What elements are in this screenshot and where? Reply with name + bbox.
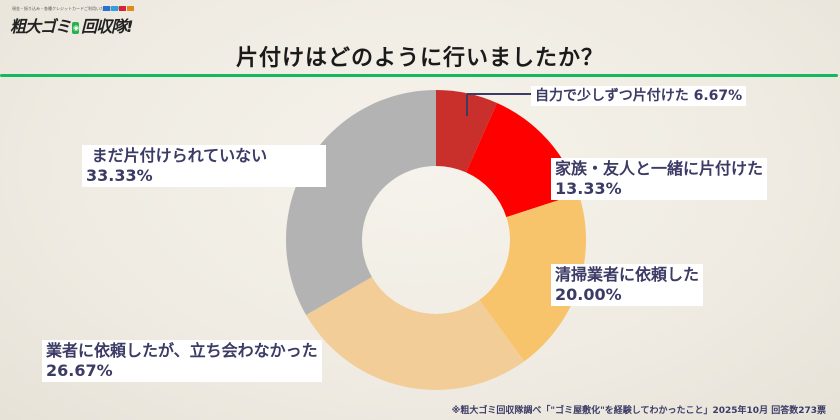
title-divider [0,74,838,77]
payment-badge-icon [103,6,110,11]
slice-self [436,90,498,173]
payment-badge-icon [111,6,118,11]
logo-wordmark: 粗大ゴミ ◉ 回収隊! [10,13,133,37]
slice-label-family: 家族・友人と一緒に片付けた 13.33% [551,158,768,200]
payment-badge-icon [119,6,126,11]
slice-label-value: 20.00% [555,285,622,304]
slice-label-name: 家族・友人と一緒に片付けた [555,159,764,178]
slice-label-company-no-attend: 業者に依頼したが、立ち会わなかった 26.67% [42,340,322,382]
slice-label-not-yet: まだ片付けられていない 33.33% [82,145,326,187]
slice-label-name: まだ片付けられていない [86,146,268,165]
slice-company-no-attend [306,276,525,390]
source-note: ※粗大ゴミ回収隊調べ「"ゴミ屋敷化"を経験してわかったこと」2025年10月 回… [451,406,826,416]
slice-label-value: 26.67% [46,361,113,380]
logo-brand-tail: 回収隊! [81,17,133,36]
slice-label-self: 自力で少しずつ片付けた 6.67% [531,86,747,106]
slice-family [466,102,579,218]
slice-label-name: 業者に依頼したが、立ち会わなかった [46,341,318,360]
logo-mark-icon: ◉ [72,21,79,34]
slice-label-value: 13.33% [555,179,622,198]
logo-brand-text: 粗大ゴミ [10,17,71,36]
slice-label-name: 清掃業者に依頼した [555,265,700,284]
brand-logo: 現金・振り込み・各種クレジットカードご利用いただけます 粗大ゴミ ◉ 回収隊! [10,3,150,37]
slice-label-cleaning-company: 清掃業者に依頼した 20.00% [551,264,704,306]
slice-label-text: 自力で少しずつ片付けた 6.67% [535,88,743,104]
slice-cleaning-company [479,193,586,362]
chart-title: 片付けはどのように行いましたか？ [235,46,604,71]
payment-badge-icon [127,6,134,11]
payment-badges [103,6,134,11]
logo-tagline: 現金・振り込み・各種クレジットカードご利用いただけます [12,6,120,11]
slice-not-yet [286,90,436,315]
slice-label-value: 33.33% [86,166,153,185]
